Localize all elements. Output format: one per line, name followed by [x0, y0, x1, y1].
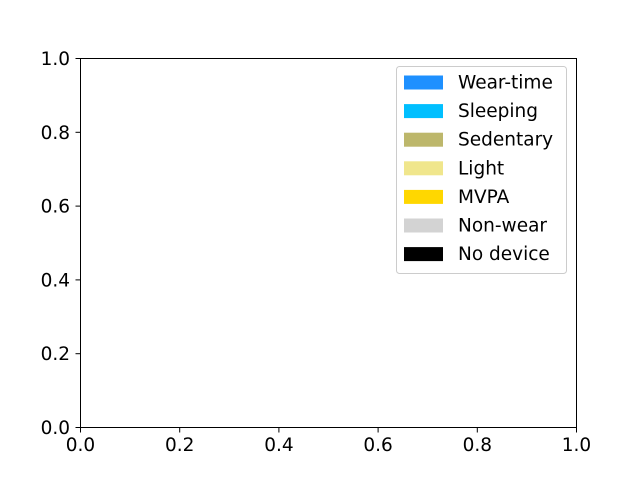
legend-label: Sedentary — [458, 130, 553, 151]
legend: Wear-time Sleeping Sedentary Light MVPA Non-w… — [396, 66, 567, 274]
legend-swatch — [404, 104, 443, 119]
plot-frame — [80, 58, 577, 428]
legend-label: Wear-time — [458, 73, 553, 94]
legend-swatch — [404, 218, 443, 233]
y-tick-label: 0.8 — [41, 123, 70, 144]
x-tick-label: 0.0 — [66, 435, 95, 456]
legend-swatch — [404, 161, 443, 176]
y-axis: 0.0 0.2 0.4 0.6 0.8 1.0 — [41, 49, 81, 439]
legend-swatch — [404, 75, 443, 90]
legend-swatch — [404, 132, 443, 147]
x-tick-label: 0.8 — [463, 435, 492, 456]
y-tick-label: 0.6 — [41, 197, 70, 218]
legend-label: Non-wear — [458, 216, 547, 237]
y-tick-label: 0.4 — [41, 270, 70, 291]
legend-label: No device — [458, 244, 550, 265]
x-tick-label: 1.0 — [562, 435, 591, 456]
y-tick-label: 0.2 — [41, 344, 70, 365]
legend-swatch — [404, 189, 443, 204]
legend-label: Light — [458, 158, 504, 179]
legend-label: MVPA — [458, 187, 510, 208]
legend-swatch — [404, 247, 443, 262]
y-tick-label: 1.0 — [41, 49, 70, 70]
x-tick-label: 0.2 — [165, 435, 194, 456]
x-tick-label: 0.4 — [264, 435, 293, 456]
y-tick-label: 0.0 — [41, 418, 70, 439]
x-tick-label: 0.6 — [363, 435, 392, 456]
legend-label: Sleeping — [458, 101, 538, 122]
x-axis: 0.0 0.2 0.4 0.6 0.8 1.0 — [66, 427, 591, 456]
